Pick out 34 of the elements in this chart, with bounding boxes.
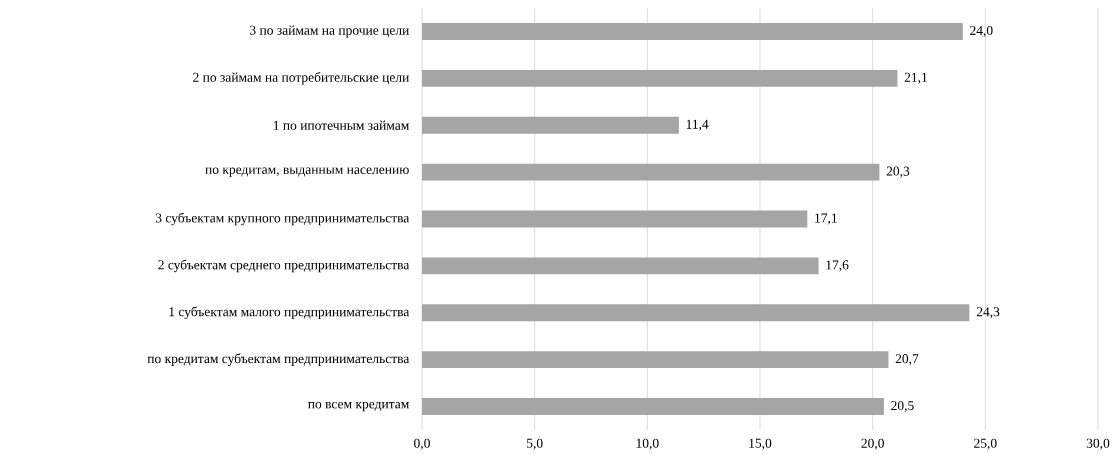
bar <box>422 351 889 369</box>
data-label: 24,0 <box>970 25 993 37</box>
bar <box>422 69 898 87</box>
y-tick-label: 3 субъектам крупного предпринимательства <box>155 212 410 226</box>
y-tick-label: 1 по ипотечным займам <box>273 120 410 130</box>
y-tick-label: по кредитам, выданным населению <box>205 167 409 177</box>
x-tick-label: 5,0 <box>527 438 543 450</box>
bar <box>422 210 808 228</box>
y-tick-label: 2 по займам на потребительские цели <box>193 72 409 85</box>
data-label: 20,7 <box>895 354 919 366</box>
data-label: 21,1 <box>904 72 927 84</box>
y-tick-label: 1 субъектам малого предпринимательства <box>169 306 410 320</box>
y-tick-label: по кредитам субъектам предпринимательства <box>147 353 410 366</box>
y-tick-label: по всем кредитам <box>308 401 409 412</box>
x-tick-label: 10,0 <box>636 438 659 450</box>
y-tick-label: 3 по займам на прочие цели <box>250 25 409 38</box>
x-tick-label: 0,0 <box>414 438 430 450</box>
x-tick-label: 25,0 <box>974 438 997 450</box>
x-tick-label: 30,0 <box>1086 438 1110 450</box>
data-label: 17,6 <box>826 260 849 272</box>
bar <box>422 163 880 181</box>
data-label: 24,3 <box>976 307 1000 319</box>
data-label: 11,4 <box>686 119 709 131</box>
data-label: 20,3 <box>886 166 910 178</box>
x-tick-label: 20,0 <box>861 438 884 450</box>
x-tick-label: 15,0 <box>749 438 772 450</box>
bar <box>422 257 819 275</box>
data-label: 17,1 <box>815 213 837 225</box>
bar <box>422 304 970 322</box>
bar <box>422 398 884 415</box>
y-tick-label: 2 субъектам среднего предпринимательства <box>158 259 410 273</box>
data-label: 20,5 <box>891 401 914 413</box>
bar <box>422 116 679 134</box>
bar <box>422 23 963 40</box>
